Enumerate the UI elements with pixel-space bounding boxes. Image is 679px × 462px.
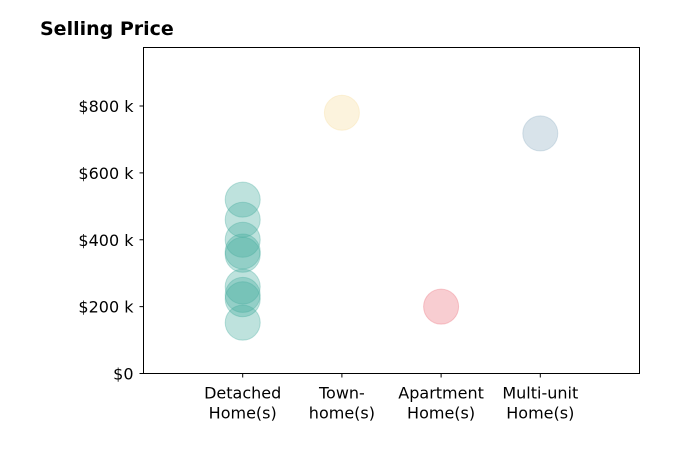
data-point-0-1 — [224, 201, 261, 238]
x-tick-label-line: Detached — [204, 384, 281, 403]
data-point-0-6 — [224, 276, 261, 313]
data-points — [224, 94, 559, 341]
x-tick-label: Apartment Home(s) — [398, 384, 484, 423]
data-point-0-8 — [224, 304, 261, 341]
x-tick-label-line: Home(s) — [407, 404, 475, 423]
x-axis: Detached Home(s)Town-home(s)Apartment Home… — [204, 373, 578, 423]
x-tick-label: Multi-unit Home(s) — [502, 384, 578, 423]
data-point-0-5 — [224, 268, 261, 305]
plot-frame — [143, 47, 640, 374]
y-axis: $0 $200 k $400 k $600 k $800 k — [78, 97, 144, 384]
data-point-0-7 — [224, 281, 261, 318]
x-tick-label-line: Home(s) — [209, 404, 277, 423]
data-point-0-0 — [224, 181, 261, 218]
x-tick-label-line: Home(s) — [506, 404, 574, 423]
y-tick-label: $0 — [113, 365, 133, 384]
x-tick-label-line: Apartment — [398, 384, 484, 403]
data-point-1-0 — [323, 94, 360, 131]
x-tick-label-line: Multi-unit — [502, 384, 578, 403]
x-tick-label-line: home(s) — [309, 404, 375, 423]
y-tick-label: $600 k — [78, 164, 134, 183]
chart-title: Selling Price — [40, 18, 174, 40]
data-point-0-4 — [224, 236, 261, 273]
data-point-0-2 — [224, 221, 261, 258]
data-point-0-3 — [224, 233, 261, 270]
x-tick-label: Town-home(s) — [309, 384, 375, 423]
data-point-2-0 — [423, 288, 460, 325]
y-tick-label: $800 k — [78, 97, 134, 116]
x-tick-label: Detached Home(s) — [204, 384, 281, 423]
y-tick-label: $200 k — [78, 298, 134, 317]
data-point-3-0 — [522, 115, 559, 152]
x-tick-label-line: Town- — [318, 384, 365, 403]
y-tick-label: $400 k — [78, 231, 134, 250]
